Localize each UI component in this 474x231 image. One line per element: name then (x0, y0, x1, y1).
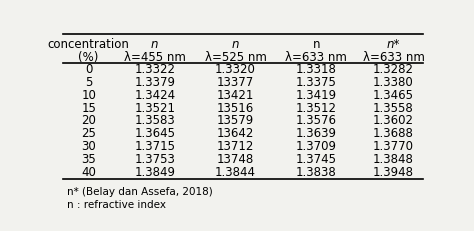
Text: 1.3639: 1.3639 (296, 127, 337, 140)
Text: 10: 10 (81, 89, 96, 102)
Text: n: n (151, 38, 158, 51)
Text: 1.3709: 1.3709 (296, 140, 337, 153)
Text: 1.3318: 1.3318 (296, 63, 337, 76)
Text: 1.3753: 1.3753 (134, 153, 175, 166)
Text: n*: n* (387, 38, 400, 51)
Text: 1.3645: 1.3645 (134, 127, 175, 140)
Text: λ=525 nm: λ=525 nm (205, 51, 266, 64)
Text: 1.3380: 1.3380 (373, 76, 414, 89)
Text: 1.3948: 1.3948 (373, 166, 414, 179)
Text: 1.3521: 1.3521 (134, 102, 175, 115)
Text: 35: 35 (81, 153, 96, 166)
Text: 13377: 13377 (217, 76, 254, 89)
Text: 1.3745: 1.3745 (296, 153, 337, 166)
Text: 1.3844: 1.3844 (215, 166, 256, 179)
Text: n : refractive index: n : refractive index (66, 200, 165, 210)
Text: 1.3583: 1.3583 (135, 114, 175, 128)
Text: 1.3838: 1.3838 (296, 166, 337, 179)
Text: λ=633 nm: λ=633 nm (363, 51, 425, 64)
Text: 13421: 13421 (217, 89, 254, 102)
Text: 20: 20 (81, 114, 96, 128)
Text: 1.3424: 1.3424 (134, 89, 175, 102)
Text: 1.3715: 1.3715 (134, 140, 175, 153)
Text: 5: 5 (85, 76, 92, 89)
Text: 0: 0 (85, 63, 92, 76)
Text: 1.3465: 1.3465 (373, 89, 414, 102)
Text: concentration: concentration (48, 38, 129, 51)
Text: λ=455 nm: λ=455 nm (124, 51, 186, 64)
Text: 15: 15 (81, 102, 96, 115)
Text: λ=633 nm: λ=633 nm (285, 51, 347, 64)
Text: 1.3419: 1.3419 (296, 89, 337, 102)
Text: 13712: 13712 (217, 140, 254, 153)
Text: 30: 30 (81, 140, 96, 153)
Text: 13516: 13516 (217, 102, 254, 115)
Text: 1.3379: 1.3379 (134, 76, 175, 89)
Text: 1.3558: 1.3558 (373, 102, 414, 115)
Text: 1.3282: 1.3282 (373, 63, 414, 76)
Text: n: n (313, 38, 320, 51)
Text: 13748: 13748 (217, 153, 254, 166)
Text: 1.3512: 1.3512 (296, 102, 337, 115)
Text: 1.3576: 1.3576 (296, 114, 337, 128)
Text: 40: 40 (81, 166, 96, 179)
Text: 1.3849: 1.3849 (134, 166, 175, 179)
Text: 1.3322: 1.3322 (134, 63, 175, 76)
Text: 25: 25 (81, 127, 96, 140)
Text: n: n (232, 38, 239, 51)
Text: 13579: 13579 (217, 114, 254, 128)
Text: n* (Belay dan Assefa, 2018): n* (Belay dan Assefa, 2018) (66, 187, 212, 198)
Text: 13642: 13642 (217, 127, 254, 140)
Text: (%): (%) (79, 51, 99, 64)
Text: 1.3375: 1.3375 (296, 76, 337, 89)
Text: 1.3848: 1.3848 (373, 153, 414, 166)
Text: 1.3602: 1.3602 (373, 114, 414, 128)
Text: 1.3770: 1.3770 (373, 140, 414, 153)
Text: 1.3688: 1.3688 (373, 127, 414, 140)
Text: 1.3320: 1.3320 (215, 63, 256, 76)
